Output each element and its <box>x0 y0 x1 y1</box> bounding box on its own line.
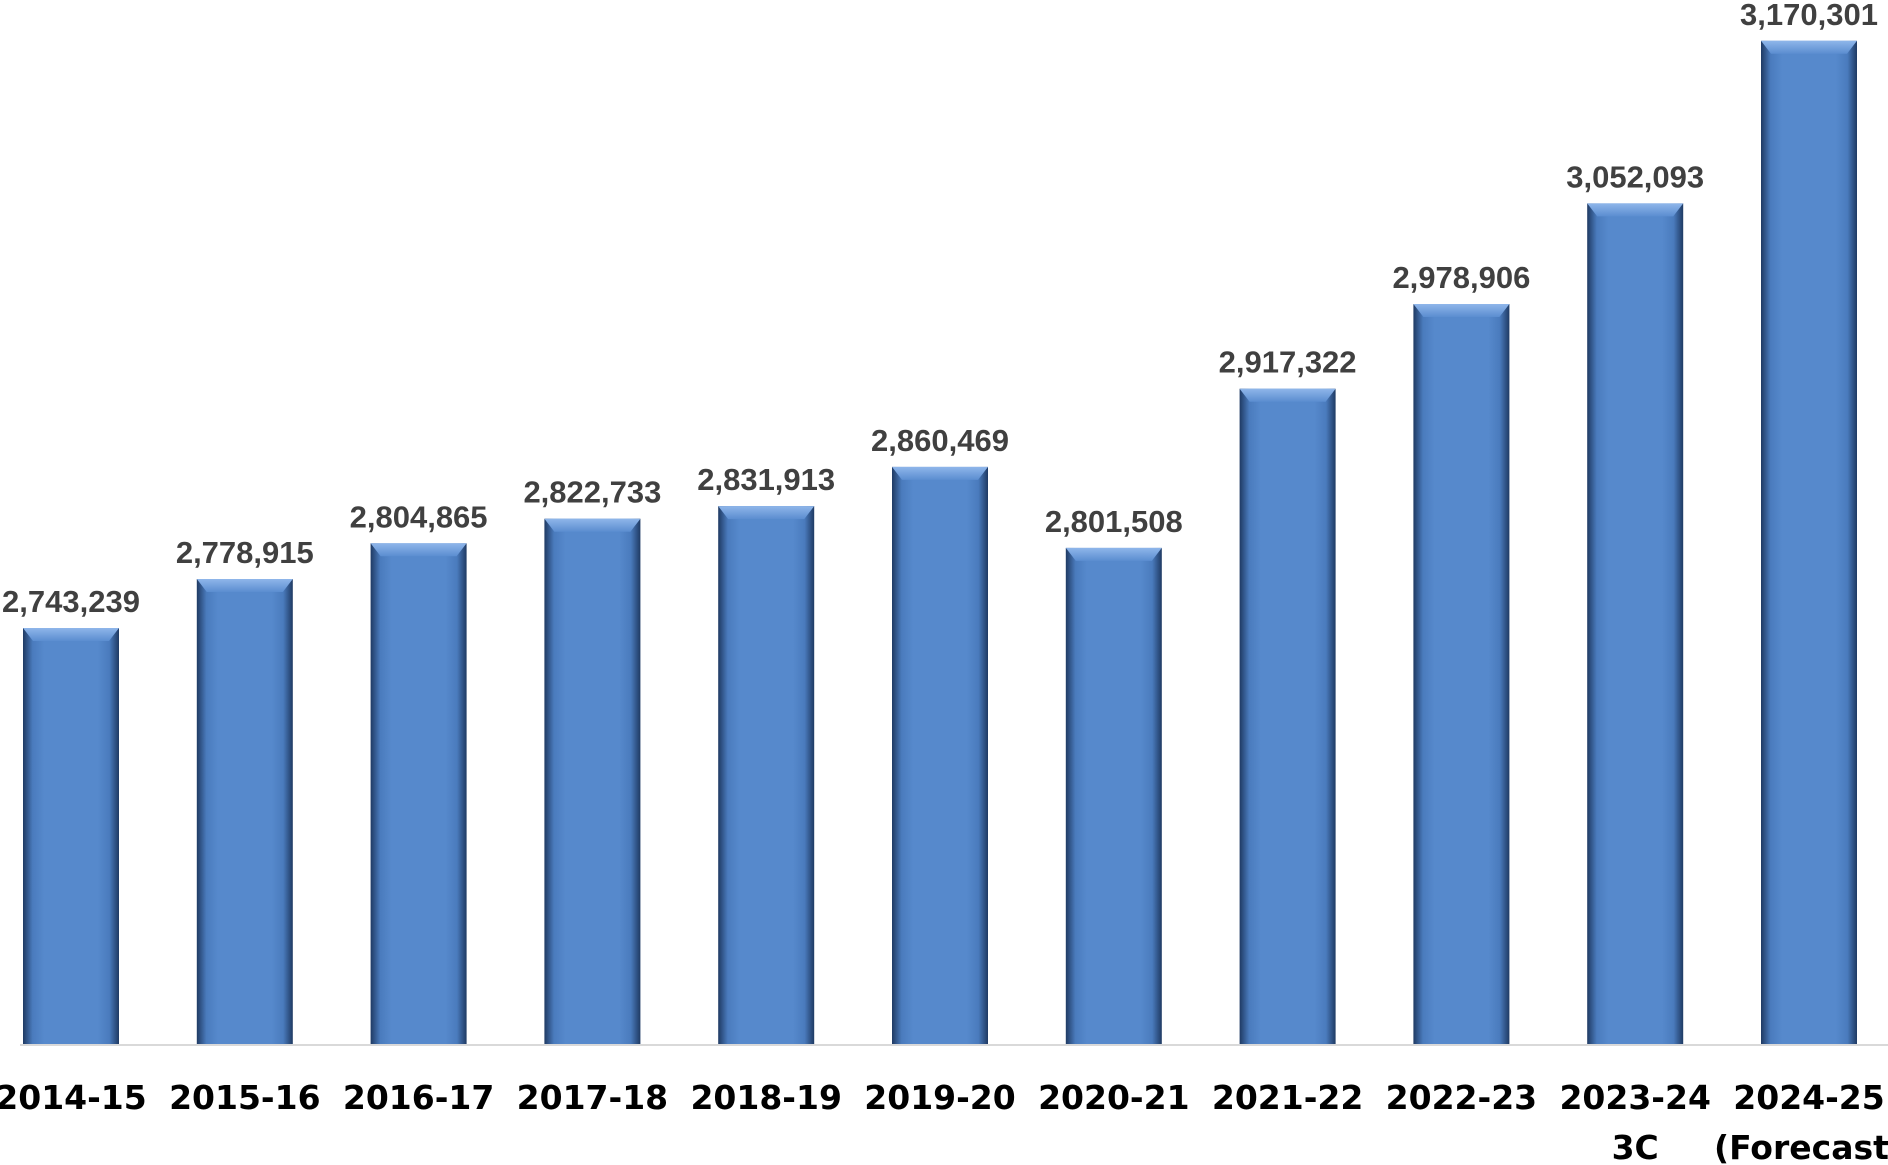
bar <box>1413 304 1510 1045</box>
bar-value-label: 3,052,093 <box>1566 159 1704 194</box>
x-tick-label: 2021-22 <box>1212 1078 1363 1117</box>
bar-top-bevel <box>196 579 293 592</box>
bar-top-bevel <box>1065 547 1162 561</box>
x-tick-label: 2017-18 <box>517 1078 668 1117</box>
bar-value-label: 3,170,301 <box>1740 0 1878 32</box>
bar-top-bevel <box>1239 388 1336 402</box>
bar-top-bevel <box>23 628 119 641</box>
bar <box>544 518 641 1045</box>
bar-value-label: 2,860,469 <box>871 423 1009 458</box>
x-tick-label: 2018-19 <box>690 1078 841 1117</box>
bar-top-bevel <box>1761 40 1857 54</box>
bar-value-label: 2,801,508 <box>1045 504 1183 539</box>
bar <box>1239 388 1336 1045</box>
bar-value-label: 2,831,913 <box>697 462 835 497</box>
bar-top-bevel <box>718 506 815 520</box>
bar-value-label: 2,743,239 <box>2 584 140 619</box>
x-tick-label: 2016-17 <box>343 1078 494 1117</box>
bar <box>370 543 467 1045</box>
bar-value-label: 2,917,322 <box>1219 345 1357 380</box>
x-tick-label: 2019-20 <box>864 1078 1015 1117</box>
bar-top-bevel <box>1413 304 1510 317</box>
bars-layer <box>23 40 1857 1046</box>
x-tick-label: 2015-16 <box>169 1078 320 1117</box>
bar-value-label: 2,822,733 <box>523 475 661 510</box>
bar <box>1587 203 1684 1045</box>
bar <box>1761 40 1857 1046</box>
x-tick-label: 2020-21 <box>1038 1078 1189 1117</box>
x-tick-label: (Forecast) <box>1714 1128 1888 1165</box>
bar-top-bevel <box>544 518 641 532</box>
bar <box>718 506 815 1046</box>
bar <box>892 466 988 1045</box>
bar-top-bevel <box>892 466 988 480</box>
bar <box>23 628 119 1045</box>
bar-value-label: 2,978,906 <box>1392 260 1530 295</box>
bar <box>1065 547 1162 1045</box>
x-tick-label: 2022-23 <box>1386 1078 1537 1117</box>
x-tick-label: 2014-15 <box>0 1078 147 1117</box>
x-tick-label: 2024-25 <box>1733 1078 1884 1117</box>
bar-value-label: 2,778,915 <box>176 535 314 570</box>
bar-value-label: 2,804,865 <box>350 499 488 534</box>
bar <box>196 579 293 1045</box>
x-tick-label: 2023-24 <box>1559 1078 1710 1117</box>
bar-top-bevel <box>370 543 467 557</box>
x-tick-label: 3C <box>1612 1128 1659 1165</box>
bar-top-bevel <box>1587 203 1684 217</box>
